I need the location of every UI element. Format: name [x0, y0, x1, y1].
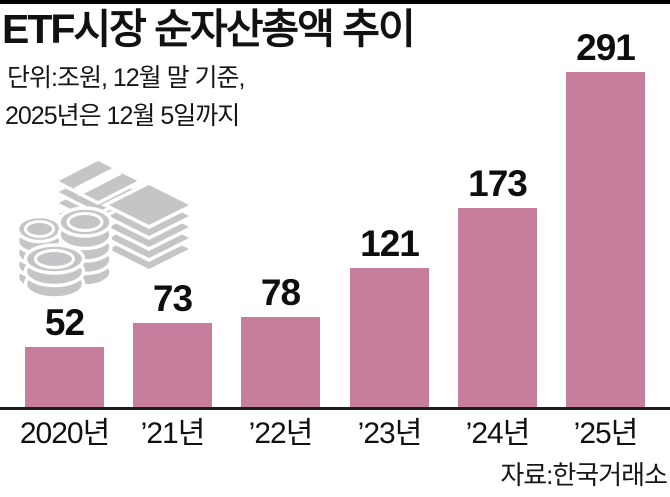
x-axis-line	[0, 407, 670, 410]
subtitle-line2: 2025년은 12월 5일까지	[5, 102, 240, 130]
bar-value-2022: 78	[260, 272, 301, 313]
bar-value-2023: 121	[360, 223, 420, 264]
bar-2020	[25, 347, 104, 407]
bar-value-2025: 291	[576, 27, 636, 68]
page-title: ETF시장 순자산총액 추이	[2, 6, 416, 52]
bar-value-2024: 173	[468, 163, 528, 204]
bar-value-2020: 52	[44, 302, 85, 343]
category-label-2023: ’23년	[357, 417, 423, 450]
bar-2021	[133, 323, 212, 407]
category-label-2021: ’21년	[140, 417, 206, 450]
bar-2024	[458, 208, 537, 407]
subtitle-line1: 단위:조원, 12월 말 기준,	[7, 64, 245, 92]
banknote-stack-front-icon	[101, 181, 197, 273]
source-label: 자료:한국거래소	[500, 460, 668, 490]
bar-2023	[350, 268, 429, 407]
category-label-2025: ’25년	[573, 417, 639, 450]
category-label-2020: 2020년	[19, 417, 110, 450]
top-rule	[0, 0, 670, 4]
coin-stack-front-icon	[23, 243, 86, 298]
bar-2025	[566, 72, 645, 407]
bar-value-2021: 73	[152, 278, 193, 319]
category-label-2024: ’24년	[465, 417, 531, 450]
bar-2022	[241, 317, 320, 407]
category-label-2022: ’22년	[248, 417, 314, 450]
money-stacks-icon	[15, 157, 197, 298]
